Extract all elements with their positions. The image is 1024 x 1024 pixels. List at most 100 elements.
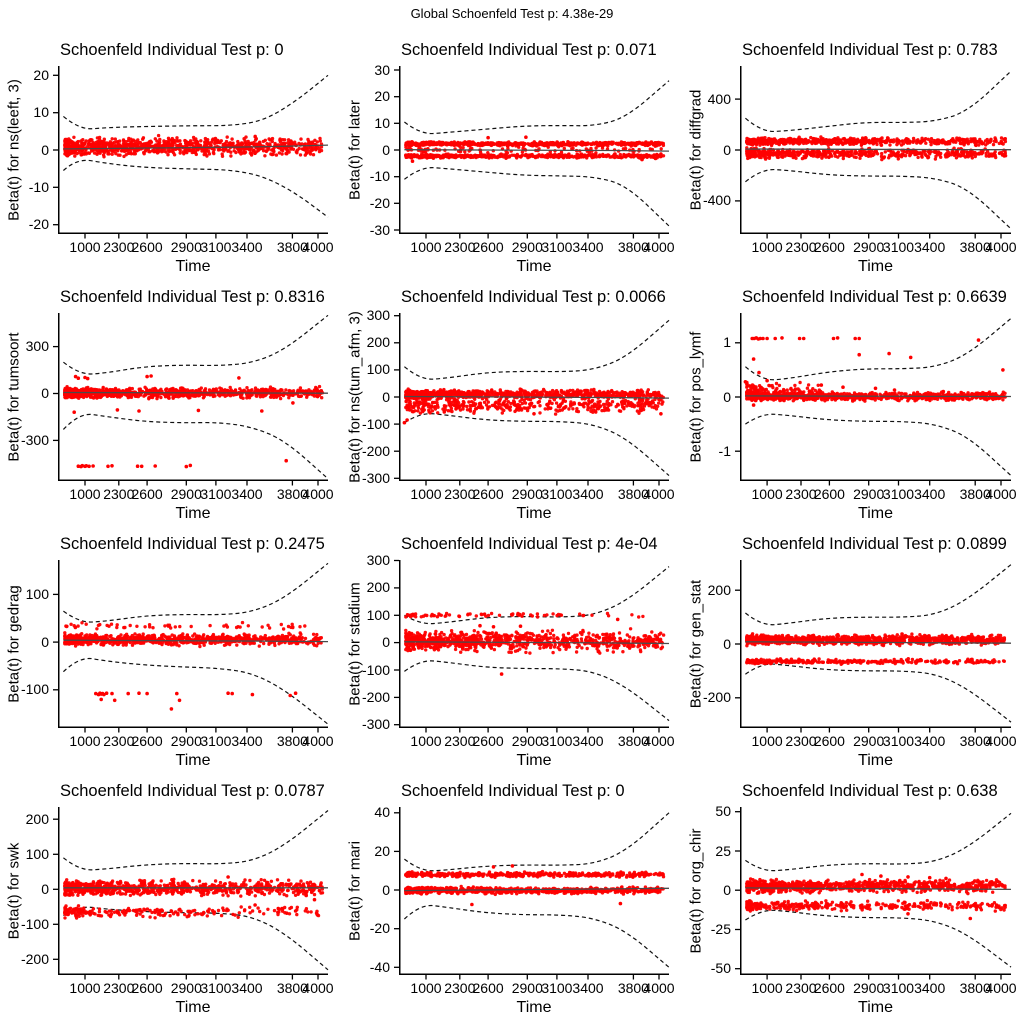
x-tick-label: 1000 — [751, 239, 783, 255]
plot-area — [735, 66, 1012, 239]
x-axis-title: Time — [516, 999, 552, 1016]
x-tick-label: 3800 — [276, 486, 308, 502]
x-tick-label: 2600 — [472, 980, 504, 996]
x-tick-label: 2600 — [472, 486, 504, 502]
x-tick-label: 3100 — [541, 733, 573, 749]
x-tick-label: 1000 — [69, 239, 101, 255]
y-tick-label: -300 — [361, 469, 390, 486]
x-tick-label: 3800 — [959, 486, 991, 502]
y-tick-label: 0 — [382, 388, 390, 405]
y-tick-label: 1 — [723, 334, 731, 351]
x-tick-label: 3800 — [617, 486, 649, 502]
x-tick-label: 3100 — [200, 239, 232, 255]
y-tick-label: -1 — [718, 442, 731, 459]
x-tick-label: 4000 — [643, 486, 675, 502]
schoenfeld-panel-4: Schoenfeld Individual Test p: 0.8316 Beta… — [0, 283, 341, 530]
x-tick-label: 3400 — [914, 733, 946, 749]
x-tick-label: 2600 — [813, 239, 845, 255]
x-tick-label: 1000 — [410, 239, 442, 255]
x-tick-label: 3400 — [231, 239, 263, 255]
y-tick-label: 50 — [715, 803, 731, 820]
x-tick-label: 2900 — [511, 980, 543, 996]
y-tick-label: 0 — [723, 635, 731, 652]
y-tick-label: 0 — [382, 634, 390, 651]
x-tick-label: 4000 — [985, 486, 1017, 502]
x-tick-label: 3800 — [617, 733, 649, 749]
x-tick-label: 3400 — [572, 733, 604, 749]
y-tick-label: 25 — [715, 842, 731, 859]
x-tick-label: 3400 — [231, 733, 263, 749]
y-tick-label: 10 — [374, 114, 390, 131]
scatter-canvas — [53, 560, 329, 733]
schoenfeld-panel-9: Schoenfeld Individual Test p: 0.0899 Beta… — [682, 530, 1024, 777]
plot-area — [394, 313, 670, 486]
x-tick-label: 2900 — [853, 486, 885, 502]
x-tick-label: 4000 — [985, 980, 1017, 996]
y-tick-label: 0 — [41, 880, 49, 897]
y-tick-label: -20 — [369, 920, 390, 937]
y-tick-label: -50 — [710, 960, 731, 977]
x-tick-label: 3400 — [572, 239, 604, 255]
x-tick-label: 2600 — [131, 486, 163, 502]
scatter-canvas — [735, 66, 1012, 239]
x-tick-label: 3100 — [882, 486, 915, 502]
x-tick-label: 4000 — [643, 733, 675, 749]
x-axis-title: Time — [175, 505, 211, 522]
x-tick-label: 2300 — [444, 486, 476, 502]
plot-area — [735, 807, 1012, 980]
y-tick-label: 20 — [374, 842, 390, 859]
x-tick-label: 1000 — [751, 486, 783, 502]
y-tick-label: 0 — [382, 881, 390, 898]
panel-title: Schoenfeld Individual Test p: 0.0066 — [401, 288, 666, 306]
y-tick-label: -200 — [361, 442, 390, 459]
y-tick-label: 300 — [25, 338, 49, 355]
x-axis-title: Time — [175, 999, 211, 1016]
y-tick-label: -200 — [361, 688, 390, 705]
x-tick-label: 2300 — [444, 980, 476, 996]
y-tick-label: -10 — [369, 168, 390, 185]
schoenfeld-panel-10: Schoenfeld Individual Test p: 0.0787 Beta… — [0, 777, 341, 1024]
x-tick-label: 3100 — [882, 239, 915, 255]
schoenfeld-panel-2: Schoenfeld Individual Test p: 0.071 Beta(… — [341, 36, 682, 283]
x-tick-label: 3100 — [541, 980, 573, 996]
x-tick-label: 3100 — [541, 486, 573, 502]
y-tick-label: -300 — [20, 431, 49, 448]
y-tick-label: -300 — [361, 716, 390, 733]
x-tick-label: 1000 — [410, 486, 442, 502]
y-tick-label: -30 — [369, 221, 390, 238]
panel-title: Schoenfeld Individual Test p: 0 — [401, 782, 625, 800]
x-tick-label: 2300 — [103, 486, 135, 502]
x-tick-label: 2300 — [785, 239, 817, 255]
x-tick-label: 3800 — [959, 239, 991, 255]
schoenfeld-panel-5: Schoenfeld Individual Test p: 0.0066 Beta… — [341, 283, 682, 530]
scatter-canvas — [53, 66, 329, 239]
y-tick-label: -20 — [369, 194, 390, 211]
x-tick-label: 4000 — [302, 733, 334, 749]
y-tick-label: -100 — [20, 681, 49, 698]
schoenfeld-panel-6: Schoenfeld Individual Test p: 0.6639 Beta… — [682, 283, 1024, 530]
x-tick-label: 4000 — [985, 733, 1017, 749]
x-tick-label: 2300 — [444, 733, 476, 749]
x-tick-label: 3100 — [200, 733, 232, 749]
y-tick-label: 40 — [374, 804, 390, 821]
x-tick-label: 3800 — [617, 980, 649, 996]
y-tick-label: -200 — [702, 689, 731, 706]
scatter-canvas — [394, 559, 670, 733]
x-axis-title: Time — [858, 505, 893, 522]
x-tick-label: 1000 — [751, 980, 783, 996]
x-tick-label: 3400 — [572, 486, 604, 502]
x-axis-title: Time — [516, 258, 552, 275]
scatter-canvas — [53, 313, 329, 486]
y-tick-label: 10 — [33, 104, 49, 121]
x-axis-title: Time — [516, 752, 552, 769]
y-tick-label: -40 — [369, 958, 390, 975]
x-tick-label: 2900 — [170, 980, 202, 996]
y-tick-label: 200 — [25, 810, 49, 827]
x-tick-label: 4000 — [302, 486, 334, 502]
x-tick-label: 3800 — [276, 239, 308, 255]
x-tick-label: 3800 — [617, 239, 649, 255]
x-tick-label: 3400 — [914, 239, 946, 255]
x-tick-label: 1000 — [410, 980, 442, 996]
x-axis-title: Time — [175, 752, 211, 769]
